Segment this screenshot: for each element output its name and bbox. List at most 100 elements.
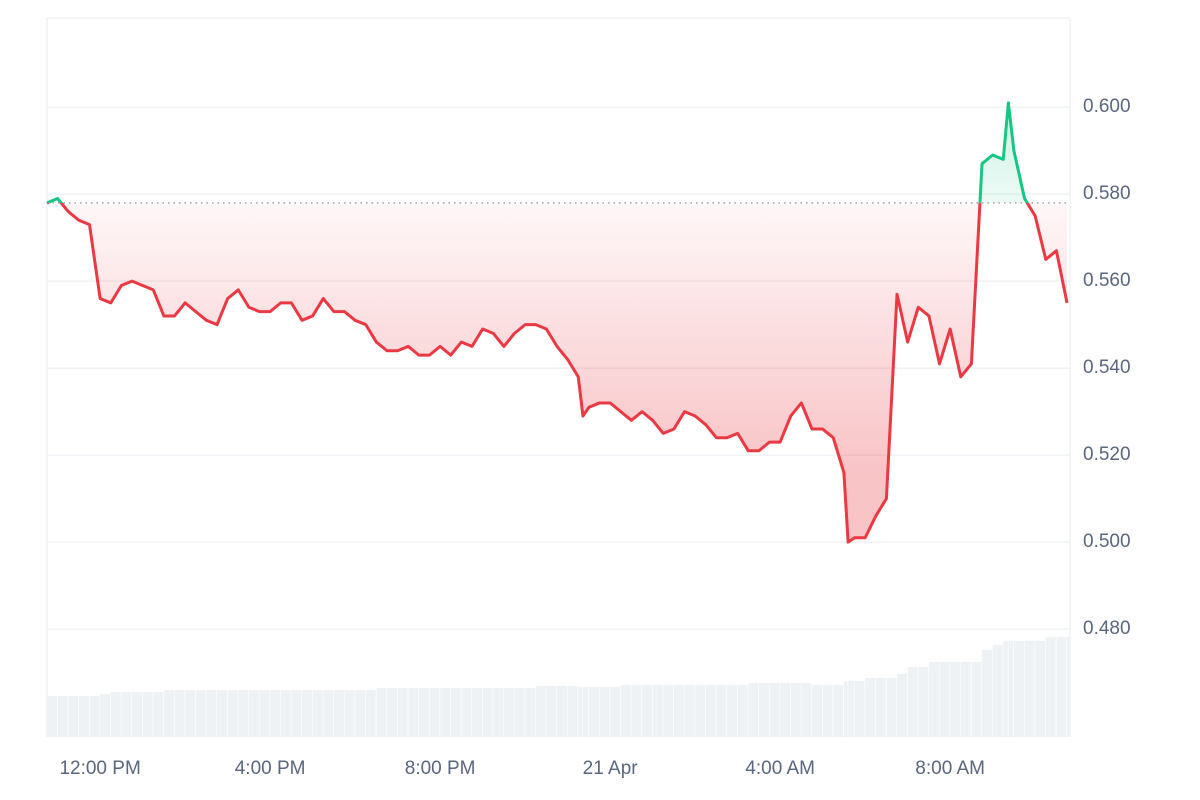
volume-bar [365,690,376,737]
volume-bar [769,683,780,737]
x-tick-label: 21 Apr [583,758,639,779]
volume-bar [960,662,971,737]
volume-bar [291,690,302,737]
volume-bar [121,692,132,737]
label-layer: 0.480 0.500 0.520 0.540 0.560 0.580 0.600 12:00… [59,96,1130,779]
volume-bar [206,690,217,737]
volume-bar [312,690,323,737]
volume-bar [47,696,58,737]
x-tick-label: 4:00 PM [235,758,306,779]
volume-bar [333,690,344,737]
y-tick-label: 0.520 [1083,444,1131,465]
volume-bar [259,690,270,737]
volume-bar [461,688,472,737]
line-layer [46,101,1069,544]
volume-bar [673,685,684,737]
volume-bar [503,688,514,737]
volume-bar [737,685,748,737]
volume-bar [1024,641,1035,737]
volume-bar [440,688,451,737]
volume-bar [238,690,249,737]
volume-bar [217,690,228,737]
volume-bar [227,690,238,737]
volume-bar [142,692,153,737]
volume-bar [302,690,313,737]
volume-bar [344,690,355,737]
volume-bar [982,650,993,737]
volume-bar [248,690,259,737]
volume-bar [323,690,334,737]
volume-bar [780,683,791,737]
volume-bar [865,678,876,737]
volume-bar [270,690,281,737]
volume-bar [429,688,440,737]
volume-bar [376,688,387,737]
volume-bar [68,696,79,737]
x-tick-label: 8:00 PM [405,758,476,779]
y-tick-label: 0.480 [1083,618,1131,639]
y-tick-label: 0.560 [1083,270,1131,291]
volume-bar [848,681,854,737]
volume-bar [174,690,185,737]
volume-bar [387,688,398,737]
volume-bar [546,686,557,737]
volume-bar [525,688,536,737]
volume-bar [1035,641,1046,737]
volume-bar [535,686,546,737]
grid-layer [46,17,1071,737]
volume-bar [582,687,589,737]
volume-bar [620,685,631,737]
volume-bar [727,685,738,737]
volume-bar [950,662,961,737]
volume-bar [599,687,610,737]
volume-bar [397,688,408,737]
volume-bar [971,662,982,737]
volume-bar [663,685,674,737]
volume-bar [557,686,568,737]
volume-bar [801,683,812,737]
volume-bar [1067,637,1070,737]
x-tick-label: 8:00 AM [915,758,985,779]
volume-bar [928,662,939,737]
volume-bar [822,685,833,737]
volume-bar [939,662,950,737]
volume-bar [280,690,291,737]
volume-bar [695,685,706,737]
area-down [47,202,1068,543]
y-tick-label: 0.600 [1083,96,1131,117]
volume-bar [1013,641,1024,737]
volume-bar [758,683,769,737]
volume-bar [450,688,461,737]
volume-bar [153,692,164,737]
volume-bar [578,687,583,737]
volume-bar [1056,637,1067,737]
volume-bar [493,688,504,737]
volume-bar [631,685,642,737]
volume-bar [355,690,366,737]
volume-bar [705,685,716,737]
volume-bar [78,696,89,737]
volume-bar [992,645,1003,737]
volume-bar [472,688,483,737]
volume-bar [812,685,823,737]
area-layer [47,102,1070,543]
volume-bar [907,667,918,737]
volume-bar [748,683,759,737]
y-tick-label: 0.580 [1083,183,1131,204]
volume-bar [57,696,68,737]
x-tick-label: 4:00 AM [745,758,815,779]
volume-bar [100,694,111,737]
volume-bar [482,688,493,737]
volume-bar [132,692,143,737]
volume-bar [642,685,653,737]
volume-bar [1008,641,1014,737]
price-line-down [47,202,1069,544]
volume-bar [408,688,419,737]
volume-bar [514,688,525,737]
volume-bar [684,685,695,737]
volume-bar [418,688,429,737]
volume-bar [843,681,848,737]
volume-bar [163,690,174,737]
volume-bar [886,678,897,737]
